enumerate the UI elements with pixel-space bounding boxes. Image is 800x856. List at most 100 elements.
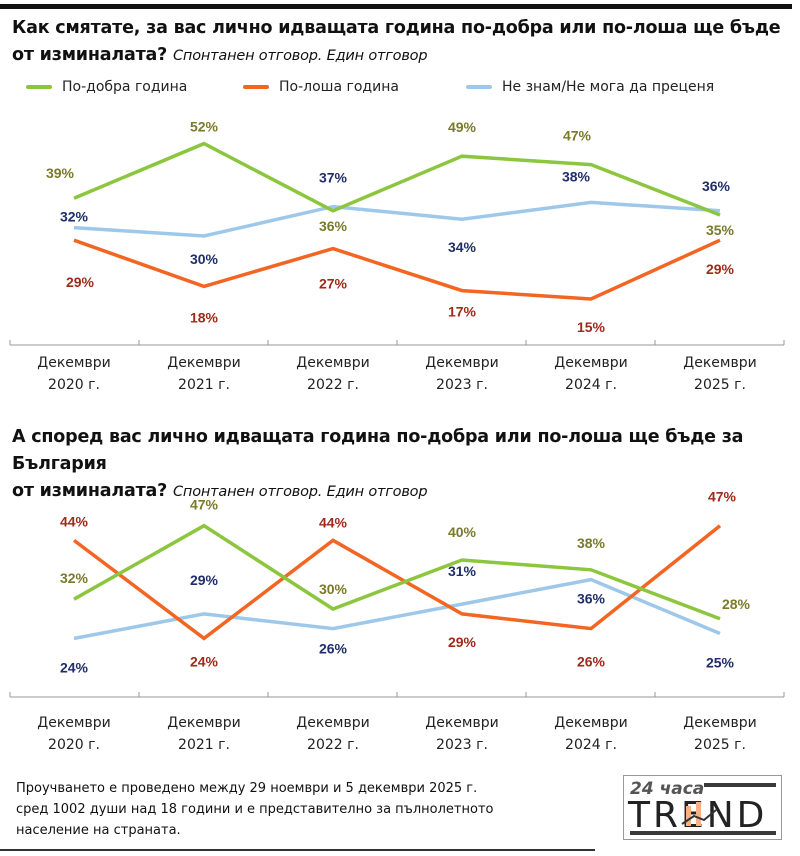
- chart2-subtitle: Спонтанен отговор. Един отговор: [173, 484, 428, 500]
- footnote-line1: Проучването е проведено между 29 ноември…: [16, 781, 478, 796]
- data-label-better: 39%: [46, 165, 75, 181]
- chart-legend: По-добра година По-лоша година Не знам/Н…: [26, 79, 786, 99]
- data-label-worse: 26%: [577, 654, 606, 670]
- x-tick-label-year: 2020 г.: [48, 377, 100, 393]
- brand-logo: 24 часа TREND: [623, 775, 782, 840]
- series-line-better: [73, 523, 721, 621]
- data-label-worse: 47%: [708, 489, 737, 505]
- chart1-subtitle: Спонтанен отговор. Един отговор: [173, 48, 428, 64]
- x-tick-label-year: 2024 г.: [565, 737, 617, 753]
- x-tick-label-month: Декември: [683, 355, 756, 371]
- x-tick-label-year: 2023 г.: [436, 737, 488, 753]
- data-label-better: 32%: [60, 570, 89, 586]
- data-label-dontknow: 38%: [562, 168, 591, 184]
- x-tick-label-year: 2020 г.: [48, 737, 100, 753]
- x-tick-label-month: Декември: [425, 715, 498, 731]
- x-tick-label-year: 2024 г.: [565, 377, 617, 393]
- data-label-dontknow: 36%: [702, 178, 731, 194]
- data-label-worse: 29%: [448, 634, 477, 650]
- logo-bar-top: [704, 783, 776, 787]
- data-label-worse: 24%: [190, 653, 219, 669]
- x-tick-label-month: Декември: [554, 715, 627, 731]
- series-line-dontknow: [73, 577, 721, 641]
- logo-main-text: TREND: [627, 795, 767, 836]
- data-label-dontknow: 29%: [190, 572, 219, 588]
- legend-swatch-worse: [243, 85, 269, 89]
- chart2-plot: Декември 2020 г. Декември 2021 г. Декември 20…: [9, 489, 785, 753]
- x-tick-label-month: Декември: [296, 355, 369, 371]
- legend-swatch-better: [26, 85, 52, 89]
- chart1-title-line2: от изминалата?: [12, 45, 168, 65]
- data-label-better: 28%: [722, 596, 751, 612]
- chart1-title-line1: Как смятате, за вас лично идващата годин…: [12, 18, 781, 38]
- chart1-plot: Декември 2020 г. Декември 2021 г. Декември 20…: [9, 119, 785, 393]
- data-label-better: 30%: [319, 581, 348, 597]
- legend-swatch-dontknow: [466, 85, 492, 89]
- x-tick-label-year: 2023 г.: [436, 377, 488, 393]
- legend-label-dontknow: Не знам/Не мога да преценя: [502, 79, 715, 95]
- bottom-rule: [0, 849, 595, 851]
- data-label-better: 52%: [190, 119, 219, 135]
- x-tick-label-month: Декември: [37, 355, 110, 371]
- legend-label-better: По-добра година: [62, 79, 188, 95]
- data-label-dontknow: 36%: [577, 591, 606, 607]
- chart1-title: Как смятате, за вас лично идващата годин…: [12, 15, 792, 70]
- top-rule: [0, 4, 792, 9]
- data-label-better: 49%: [448, 119, 477, 135]
- x-tick-label-month: Декември: [683, 715, 756, 731]
- logo-column-2: [696, 802, 701, 826]
- data-label-better: 38%: [577, 535, 606, 551]
- series-line-dontknow: [73, 200, 721, 238]
- series-line-worse: [73, 238, 721, 301]
- data-label-dontknow: 25%: [706, 655, 735, 671]
- data-label-worse: 29%: [66, 274, 95, 290]
- series-line-better: [73, 141, 721, 217]
- data-label-dontknow: 31%: [448, 563, 477, 579]
- logo-bar-bottom: [630, 831, 776, 835]
- data-label-dontknow: 26%: [319, 641, 348, 657]
- data-label-better: 35%: [706, 222, 735, 238]
- legend-item-better: По-добра година: [26, 79, 187, 95]
- data-label-better: 36%: [319, 218, 348, 234]
- chart2-title-line1: А според вас лично идващата година по-до…: [12, 427, 744, 474]
- data-label-worse: 17%: [448, 304, 477, 320]
- data-label-better: 40%: [448, 524, 477, 540]
- x-tick-label-month: Декември: [425, 355, 498, 371]
- footnote-line3: население на страната.: [16, 823, 181, 838]
- logo-trend-arrow-icon: [681, 809, 717, 825]
- data-label-worse: 15%: [577, 319, 606, 335]
- x-tick-label-year: 2022 г.: [307, 737, 359, 753]
- x-tick-label-month: Декември: [296, 715, 369, 731]
- data-label-dontknow: 34%: [448, 239, 477, 255]
- chart2-title-line2: от изминалата?: [12, 481, 168, 501]
- x-tick-label-year: 2021 г.: [178, 737, 230, 753]
- data-label-worse: 44%: [60, 513, 89, 529]
- data-label-worse: 29%: [706, 261, 735, 277]
- data-label-dontknow: 24%: [60, 659, 89, 675]
- data-label-better: 47%: [563, 128, 592, 144]
- data-label-worse: 18%: [190, 309, 219, 325]
- footnote-line2: сред 1002 души над 18 години и е предста…: [16, 802, 494, 817]
- x-tick-label-month: Декември: [167, 715, 240, 731]
- data-label-worse: 44%: [319, 514, 348, 530]
- footnote: Проучването е проведено между 29 ноември…: [16, 778, 536, 841]
- x-tick-label-year: 2021 г.: [178, 377, 230, 393]
- legend-item-dontknow: Не знам/Не мога да преценя: [466, 79, 714, 95]
- x-tick-label-month: Декември: [167, 355, 240, 371]
- legend-item-worse: По-лоша година: [243, 79, 399, 95]
- x-tick-label-year: 2025 г.: [694, 737, 746, 753]
- series-line-worse: [72, 524, 722, 641]
- x-tick-label-month: Декември: [37, 715, 110, 731]
- data-label-dontknow: 30%: [190, 251, 219, 267]
- data-label-worse: 27%: [319, 276, 348, 292]
- x-tick-label-year: 2022 г.: [307, 377, 359, 393]
- x-tick-label-month: Декември: [554, 355, 627, 371]
- trend-logo-graphic: 24 часа TREND: [627, 779, 776, 836]
- data-label-dontknow: 37%: [319, 170, 348, 186]
- chart2-title: А според вас лично идващата година по-до…: [12, 424, 792, 506]
- data-label-dontknow: 32%: [60, 209, 89, 225]
- logo-top-text: 24 часа: [630, 779, 704, 799]
- legend-label-worse: По-лоша година: [279, 79, 399, 95]
- x-tick-label-year: 2025 г.: [694, 377, 746, 393]
- logo-column-1: [686, 806, 691, 826]
